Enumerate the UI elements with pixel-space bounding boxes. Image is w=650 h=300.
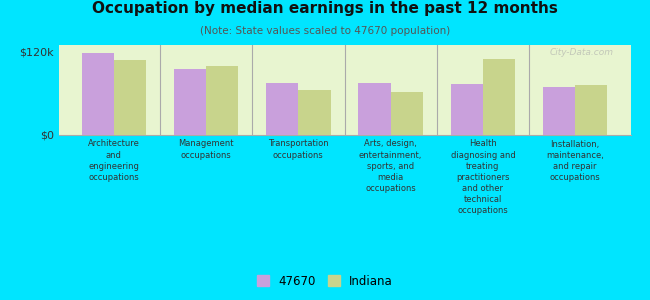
Text: (Note: State values scaled to 47670 population): (Note: State values scaled to 47670 popu…	[200, 26, 450, 35]
Bar	[358, 83, 391, 135]
Text: City-Data.com: City-Data.com	[549, 48, 614, 57]
Bar	[298, 90, 331, 135]
Bar	[174, 69, 206, 135]
Bar	[483, 59, 515, 135]
Text: Occupation by median earnings in the past 12 months: Occupation by median earnings in the pas…	[92, 2, 558, 16]
Text: Arts, design,
entertainment,
sports, and
media
occupations: Arts, design, entertainment, sports, and…	[359, 140, 422, 193]
Text: Transportation
occupations: Transportation occupations	[268, 140, 329, 160]
Bar	[391, 92, 423, 135]
Bar	[206, 66, 239, 135]
Bar	[81, 53, 114, 135]
Bar	[266, 83, 298, 135]
Text: Management
occupations: Management occupations	[178, 140, 234, 160]
Legend: 47670, Indiana: 47670, Indiana	[254, 271, 396, 291]
Bar	[114, 60, 146, 135]
Text: Architecture
and
engineering
occupations: Architecture and engineering occupations	[88, 140, 140, 182]
Text: Installation,
maintenance,
and repair
occupations: Installation, maintenance, and repair oc…	[546, 140, 604, 182]
Bar	[575, 85, 608, 135]
Bar	[450, 85, 483, 135]
Text: Health
diagnosing and
treating
practitioners
and other
technical
occupations: Health diagnosing and treating practitio…	[450, 140, 515, 215]
Bar	[543, 86, 575, 135]
